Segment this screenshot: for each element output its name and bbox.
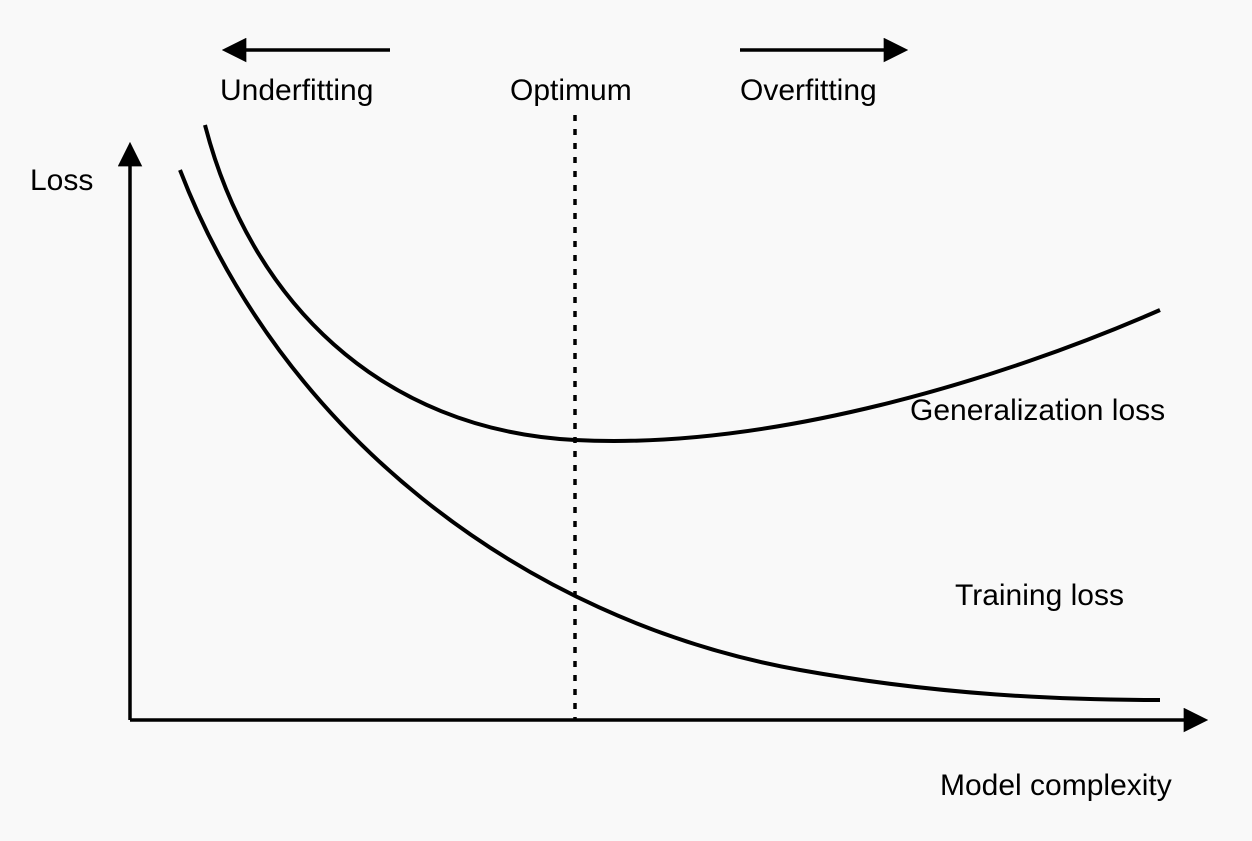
loss-vs-complexity-chart: Loss Model complexity Underfitting Optim… xyxy=(0,0,1252,841)
y-axis-label: Loss xyxy=(30,164,93,197)
x-axis-label: Model complexity xyxy=(940,769,1172,802)
generalization-label: Generalization loss xyxy=(910,394,1165,427)
training-label: Training loss xyxy=(955,579,1124,612)
overfitting-label: Overfitting xyxy=(740,74,877,107)
underfitting-label: Underfitting xyxy=(220,74,373,107)
optimum-label: Optimum xyxy=(510,74,632,107)
